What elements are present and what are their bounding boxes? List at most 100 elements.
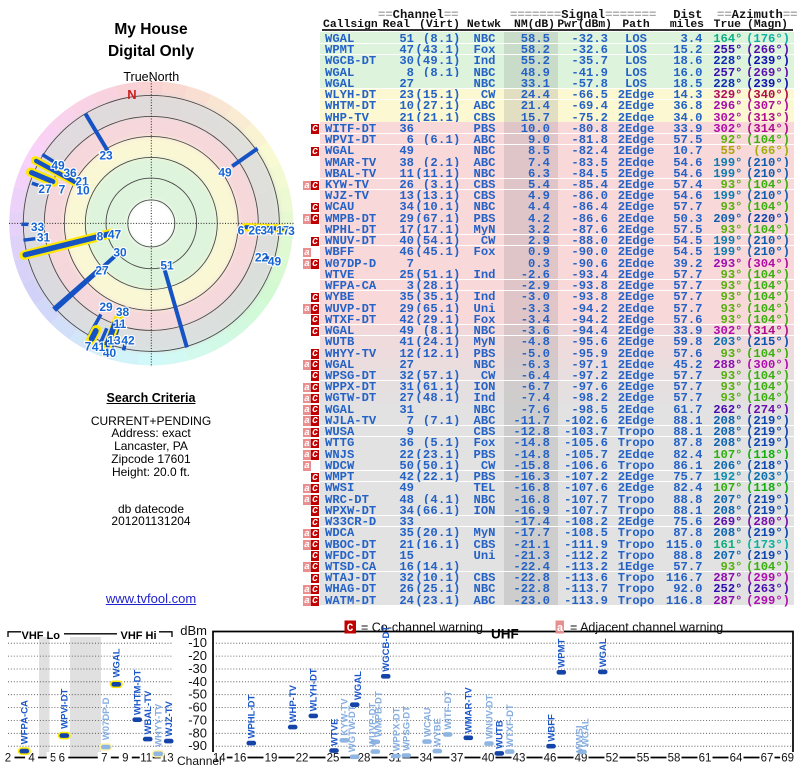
svg-text:WGAL: WGAL (353, 671, 364, 700)
svg-text:-50: -50 (188, 687, 207, 702)
svg-text:34: 34 (420, 753, 433, 765)
svg-text:25: 25 (327, 753, 340, 765)
svg-text:7: 7 (59, 183, 66, 197)
svg-text:17: 17 (276, 224, 290, 238)
svg-text:UHF: UHF (491, 627, 519, 642)
svg-text:WHP-TV: WHP-TV (288, 684, 299, 722)
svg-text:WGAL: WGAL (112, 648, 123, 677)
svg-text:2: 2 (5, 753, 11, 765)
svg-text:WYBE: WYBE (433, 718, 444, 747)
svg-text:10: 10 (76, 184, 90, 198)
svg-text:a: a (557, 623, 564, 635)
svg-text:40: 40 (103, 346, 117, 360)
svg-text:61: 61 (699, 753, 712, 765)
svg-text:14: 14 (213, 753, 226, 765)
svg-text:WGAL: WGAL (580, 718, 591, 747)
svg-text:27: 27 (95, 264, 109, 278)
svg-text:WFPA-CA: WFPA-CA (20, 700, 31, 744)
svg-text:WPMT: WPMT (557, 638, 568, 667)
svg-text:69: 69 (781, 753, 794, 765)
svg-text:52: 52 (606, 753, 619, 765)
svg-text:13: 13 (107, 334, 121, 348)
svg-text:51: 51 (160, 259, 174, 273)
svg-text:WLYH-DT: WLYH-DT (309, 668, 320, 711)
svg-text:3: 3 (288, 224, 295, 238)
svg-text:7: 7 (101, 753, 107, 765)
svg-text:WCAU: WCAU (422, 707, 433, 737)
svg-text:40: 40 (482, 753, 495, 765)
svg-text:27: 27 (38, 182, 52, 196)
svg-text:WTVE: WTVE (329, 719, 340, 746)
svg-text:WJZ-TV: WJZ-TV (164, 700, 175, 736)
svg-text:6: 6 (59, 753, 65, 765)
svg-text:67: 67 (761, 753, 774, 765)
svg-text:36: 36 (63, 166, 77, 180)
svg-text:WBFF: WBFF (546, 714, 557, 742)
svg-text:WHYY-TV: WHYY-TV (154, 703, 165, 747)
svg-text:7: 7 (85, 340, 92, 354)
svg-text:-60: -60 (188, 700, 207, 715)
svg-text:WPHL-DT: WPHL-DT (247, 695, 258, 739)
svg-text:WMPB-DT: WMPB-DT (374, 691, 385, 737)
svg-text:29: 29 (99, 300, 113, 314)
svg-text:55: 55 (637, 753, 650, 765)
svg-text:VHF Lo: VHF Lo (22, 630, 61, 642)
svg-text:C: C (347, 623, 354, 635)
svg-text:-40: -40 (188, 674, 207, 689)
svg-text:-30: -30 (188, 661, 207, 676)
svg-text:58: 58 (668, 753, 681, 765)
svg-text:= Adjacent channel warning: = Adjacent channel warning (570, 621, 723, 635)
svg-text:64: 64 (730, 753, 743, 765)
svg-text:WPVI-DT: WPVI-DT (60, 688, 71, 728)
svg-text:16: 16 (234, 753, 247, 765)
svg-text:11: 11 (114, 317, 127, 331)
svg-text:49: 49 (51, 159, 65, 173)
svg-text:38: 38 (116, 305, 130, 319)
svg-text:49: 49 (268, 255, 282, 269)
svg-text:-70: -70 (188, 713, 207, 728)
svg-text:= Co-channel warning: = Co-channel warning (361, 621, 483, 635)
svg-text:26: 26 (248, 224, 262, 238)
svg-text:WNUV-DT: WNUV-DT (484, 694, 495, 739)
svg-text:42: 42 (121, 334, 135, 348)
svg-text:21: 21 (75, 175, 89, 189)
svg-text:9: 9 (122, 753, 128, 765)
svg-text:22: 22 (296, 753, 309, 765)
svg-text:37: 37 (451, 753, 464, 765)
svg-text:WTXF-DT: WTXF-DT (505, 704, 516, 747)
svg-text:WGAL: WGAL (598, 638, 609, 667)
svg-text:WGTW-DT: WGTW-DT (347, 705, 358, 752)
svg-text:49: 49 (218, 166, 232, 180)
svg-text:WPPX-DT: WPPX-DT (391, 707, 402, 751)
svg-text:8: 8 (97, 230, 104, 244)
svg-text:43: 43 (513, 753, 526, 765)
svg-text:KYW-TV: KYW-TV (340, 698, 351, 736)
svg-text:WPSG-DT: WPSG-DT (402, 706, 413, 751)
svg-text:46: 46 (544, 753, 557, 765)
svg-text:WITF-DT: WITF-DT (443, 691, 454, 730)
svg-text:47: 47 (108, 228, 122, 242)
svg-text:4: 4 (28, 753, 35, 765)
svg-text:6: 6 (238, 224, 245, 238)
svg-text:28: 28 (358, 753, 371, 765)
svg-text:WUVP-DT: WUVP-DT (368, 702, 379, 747)
svg-text:N: N (127, 87, 136, 102)
svg-text:-20: -20 (188, 648, 207, 663)
svg-text:WMAR-TV: WMAR-TV (464, 687, 475, 734)
svg-text:VHF Hi: VHF Hi (121, 630, 157, 642)
svg-text:WUTB: WUTB (495, 720, 506, 749)
svg-text:49: 49 (575, 753, 588, 765)
svg-text:-90: -90 (188, 738, 207, 753)
svg-text:11: 11 (140, 753, 152, 765)
svg-text:TrueNorth: TrueNorth (123, 70, 179, 84)
svg-text:34: 34 (260, 224, 274, 238)
svg-text:23: 23 (99, 149, 113, 163)
svg-text:30: 30 (113, 246, 127, 260)
svg-text:33: 33 (31, 220, 45, 234)
svg-text:WBAL-TV: WBAL-TV (143, 690, 154, 734)
svg-text:WWSI: WWSI (574, 725, 585, 752)
svg-text:19: 19 (265, 753, 278, 765)
svg-text:WGCB-DT: WGCB-DT (381, 626, 392, 672)
svg-text:-80: -80 (188, 725, 207, 740)
svg-text:22: 22 (255, 251, 269, 265)
